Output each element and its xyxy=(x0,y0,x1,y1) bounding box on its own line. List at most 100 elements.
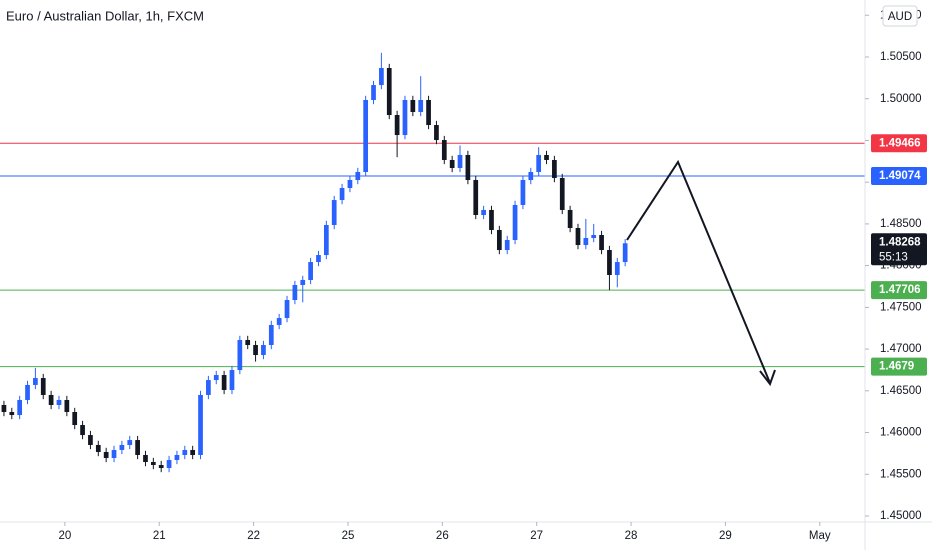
candle-body xyxy=(72,412,78,426)
x-tick-label: 25 xyxy=(342,530,355,542)
candle-body xyxy=(261,344,266,356)
candle-body xyxy=(198,394,203,455)
candle-body xyxy=(229,370,235,390)
y-tick-label: 1.46000 xyxy=(880,427,922,439)
candle-body xyxy=(559,178,565,210)
candle-body xyxy=(528,171,534,181)
x-tick-label: May xyxy=(809,530,831,542)
y-tick-label: 1.48500 xyxy=(880,218,922,230)
candle-body xyxy=(103,451,109,458)
x-tick-label: 27 xyxy=(530,530,543,542)
candle-body xyxy=(418,99,424,112)
candle-body xyxy=(583,238,589,246)
level-tag xyxy=(871,281,927,300)
y-tick-label: 1.47500 xyxy=(880,301,922,313)
level-tag-label: 1.49074 xyxy=(879,170,921,182)
candle-body xyxy=(174,454,180,460)
countdown-label: 55:13 xyxy=(879,251,908,263)
candle-body xyxy=(150,461,156,466)
candle-body xyxy=(88,435,93,445)
candle-body xyxy=(190,449,196,455)
candle-body xyxy=(268,324,274,345)
candle-body xyxy=(465,154,471,181)
candle-body xyxy=(1,404,7,413)
candle-body xyxy=(489,209,494,230)
candle-body xyxy=(434,125,439,141)
candle-body xyxy=(544,154,549,160)
candle-body xyxy=(536,154,542,172)
level-tag xyxy=(871,134,927,153)
candle-body xyxy=(276,318,282,325)
x-tick-label: 22 xyxy=(247,530,260,542)
y-tick-label: 1.46500 xyxy=(880,385,922,397)
candle-body xyxy=(206,380,211,395)
candle-body xyxy=(331,200,337,225)
candle-body xyxy=(622,243,628,263)
candle-body xyxy=(323,224,329,256)
candle-body xyxy=(473,180,479,215)
arrow-head xyxy=(759,369,776,387)
price-tags: 1.49466 1.49074 1.47706 1.4679 1.48268 55:13 xyxy=(871,134,927,376)
candle-body xyxy=(143,454,148,462)
candle-body xyxy=(40,378,46,395)
candle-body xyxy=(520,180,526,205)
x-tick-label: 28 xyxy=(625,530,638,542)
currency-button[interactable] xyxy=(882,5,918,27)
candle-body xyxy=(552,159,557,179)
candle-body xyxy=(33,378,38,385)
candle-body xyxy=(426,99,431,126)
x-tick-label: 26 xyxy=(436,530,449,542)
candle-body xyxy=(591,235,597,239)
candle-body xyxy=(300,279,306,285)
candle-body xyxy=(386,68,392,115)
candle-body xyxy=(221,375,227,390)
candle-body xyxy=(56,399,62,405)
level-tag xyxy=(871,357,927,376)
candle-body xyxy=(599,235,604,251)
last-price-tag xyxy=(871,233,927,266)
chart-title: Euro / Australian Dollar, 1h, FXCM xyxy=(6,8,204,23)
candle-body xyxy=(213,375,219,381)
level-tag-label: 1.49466 xyxy=(879,137,921,149)
candle-body xyxy=(182,449,188,455)
candles xyxy=(1,52,628,473)
candle-body xyxy=(481,209,486,215)
candle-body xyxy=(567,209,573,228)
arrow-path xyxy=(626,159,771,384)
candle-body xyxy=(504,240,510,251)
level-tag-label: 1.47706 xyxy=(879,284,921,296)
currency-label[interactable]: AUD xyxy=(888,11,912,23)
candle-body xyxy=(308,262,313,280)
candle-body xyxy=(9,412,15,416)
last-price-label: 1.48268 xyxy=(879,236,921,248)
candle-body xyxy=(355,171,361,181)
candle-body xyxy=(347,180,353,189)
candle-body xyxy=(614,262,620,275)
candle-body xyxy=(95,444,101,452)
candle-body xyxy=(402,99,408,136)
y-tick-label: 1.50000 xyxy=(880,93,922,105)
candle-body xyxy=(496,229,502,251)
y-tick-label: 1.45000 xyxy=(880,510,922,522)
candle-body xyxy=(449,159,455,168)
candle-body xyxy=(316,255,321,263)
candle-body xyxy=(48,394,54,405)
candle-body xyxy=(64,399,70,413)
candle-body xyxy=(80,425,85,436)
level-tag xyxy=(871,167,927,186)
y-tick-label: 1.45500 xyxy=(880,468,922,480)
x-tick-label: 29 xyxy=(719,530,732,542)
candle-body xyxy=(575,227,581,246)
candle-body xyxy=(371,85,376,100)
y-tick-label: 1.47000 xyxy=(880,343,922,355)
candle-body xyxy=(166,459,172,469)
candle-body xyxy=(284,300,290,319)
x-tick-label: 20 xyxy=(58,530,71,542)
candle-body xyxy=(245,339,251,345)
candle-body xyxy=(237,339,243,371)
level-tag-label: 1.4679 xyxy=(879,361,914,373)
candle-body xyxy=(25,384,30,400)
